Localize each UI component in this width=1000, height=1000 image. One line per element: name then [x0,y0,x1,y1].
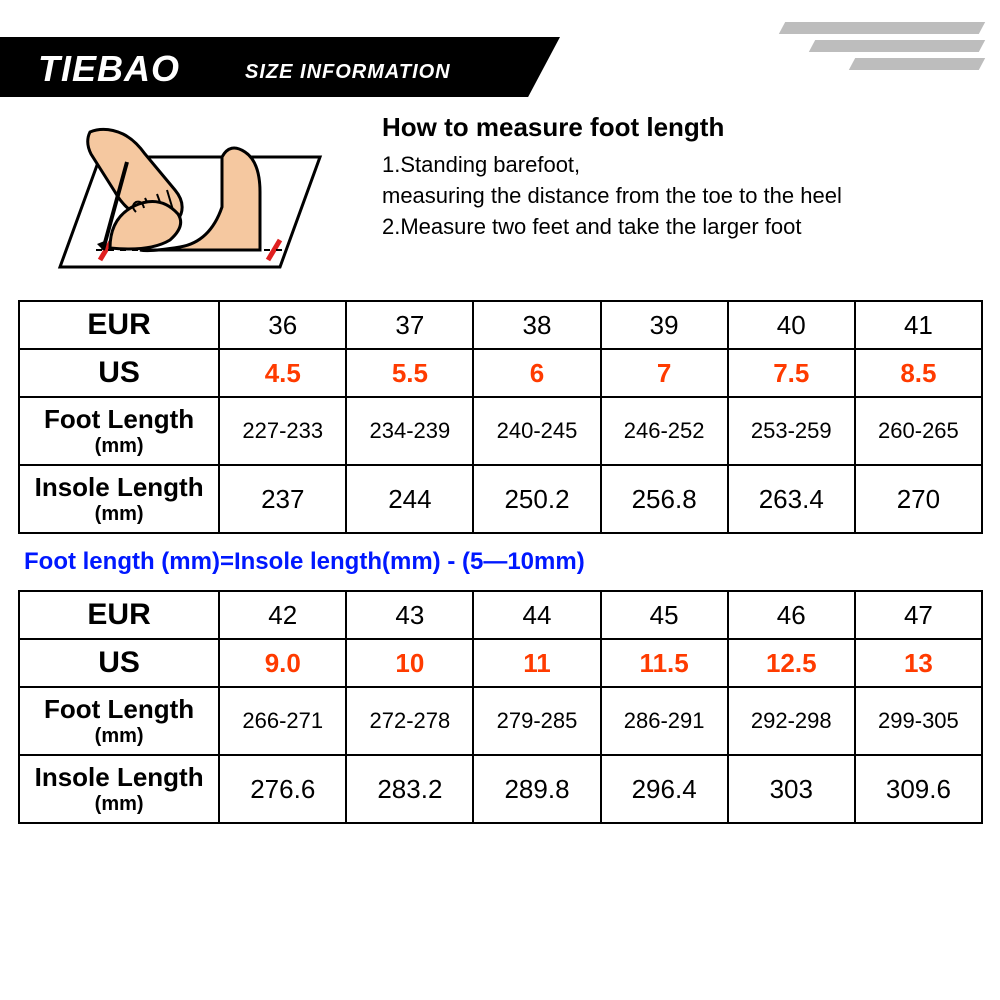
table-row: EUR 42 43 44 45 46 47 [19,591,982,639]
size-tables: EUR 36 37 38 39 40 41 US 4.5 5.5 6 7 7.5… [18,300,983,824]
eur-label: EUR [19,591,219,639]
foot-cell: 260-265 [855,397,982,465]
insole-length-label: Insole Length(mm) [19,755,219,823]
howto-line-1: 1.Standing barefoot, [382,149,1000,180]
foot-diagram-icon [50,122,368,277]
us-cell: 7.5 [728,349,855,397]
size-table-2: EUR 42 43 44 45 46 47 US 9.0 10 11 11.5 … [18,590,983,824]
table-row: US 4.5 5.5 6 7 7.5 8.5 [19,349,982,397]
eur-cell: 39 [601,301,728,349]
us-cell: 12.5 [728,639,855,687]
eur-cell: 41 [855,301,982,349]
us-cell: 4.5 [219,349,346,397]
foot-cell: 253-259 [728,397,855,465]
howto-line-3: 2.Measure two feet and take the larger f… [382,211,1000,242]
foot-cell: 234-239 [346,397,473,465]
foot-cell: 272-278 [346,687,473,755]
eur-cell: 37 [346,301,473,349]
insole-cell: 263.4 [728,465,855,533]
foot-cell: 279-285 [473,687,600,755]
table-row: Foot Length(mm) 227-233 234-239 240-245 … [19,397,982,465]
foot-length-label: Foot Length(mm) [19,397,219,465]
us-cell: 9.0 [219,639,346,687]
foot-cell: 246-252 [601,397,728,465]
foot-cell: 286-291 [601,687,728,755]
brand-name: TIEBAO [38,48,180,90]
table-row: Insole Length(mm) 276.6 283.2 289.8 296.… [19,755,982,823]
header-subtitle: SIZE INFORMATION [245,61,451,84]
table-row: EUR 36 37 38 39 40 41 [19,301,982,349]
us-cell: 10 [346,639,473,687]
foot-cell: 292-298 [728,687,855,755]
eur-cell: 47 [855,591,982,639]
howto-section: How to measure foot length 1.Standing ba… [50,112,950,282]
eur-label: EUR [19,301,219,349]
insole-cell: 283.2 [346,755,473,823]
insole-cell: 309.6 [855,755,982,823]
foot-cell: 240-245 [473,397,600,465]
us-cell: 5.5 [346,349,473,397]
insole-length-label: Insole Length(mm) [19,465,219,533]
howto-line-2: measuring the distance from the toe to t… [382,180,1000,211]
howto-title: How to measure foot length [382,112,1000,143]
us-cell: 6 [473,349,600,397]
header-grey-stripes [782,22,982,70]
us-label: US [19,639,219,687]
eur-cell: 38 [473,301,600,349]
header-band: TIEBAO SIZE INFORMATION [0,22,1000,110]
foot-cell: 299-305 [855,687,982,755]
us-cell: 11 [473,639,600,687]
eur-cell: 42 [219,591,346,639]
us-cell: 11.5 [601,639,728,687]
us-cell: 7 [601,349,728,397]
insole-cell: 237 [219,465,346,533]
us-label: US [19,349,219,397]
foot-length-label: Foot Length(mm) [19,687,219,755]
insole-cell: 244 [346,465,473,533]
eur-cell: 45 [601,591,728,639]
insole-cell: 250.2 [473,465,600,533]
us-cell: 8.5 [855,349,982,397]
table-row: Insole Length(mm) 237 244 250.2 256.8 26… [19,465,982,533]
foot-cell: 227-233 [219,397,346,465]
eur-cell: 40 [728,301,855,349]
us-cell: 13 [855,639,982,687]
table-row: US 9.0 10 11 11.5 12.5 13 [19,639,982,687]
insole-cell: 270 [855,465,982,533]
eur-cell: 46 [728,591,855,639]
eur-cell: 36 [219,301,346,349]
eur-cell: 44 [473,591,600,639]
insole-cell: 303 [728,755,855,823]
insole-cell: 296.4 [601,755,728,823]
size-table-1: EUR 36 37 38 39 40 41 US 4.5 5.5 6 7 7.5… [18,300,983,534]
howto-text: How to measure foot length 1.Standing ba… [382,112,1000,243]
eur-cell: 43 [346,591,473,639]
insole-cell: 289.8 [473,755,600,823]
insole-cell: 276.6 [219,755,346,823]
insole-cell: 256.8 [601,465,728,533]
formula-text: Foot length (mm)=Insole length(mm) - (5—… [24,548,983,576]
foot-cell: 266-271 [219,687,346,755]
table-row: Foot Length(mm) 266-271 272-278 279-285 … [19,687,982,755]
